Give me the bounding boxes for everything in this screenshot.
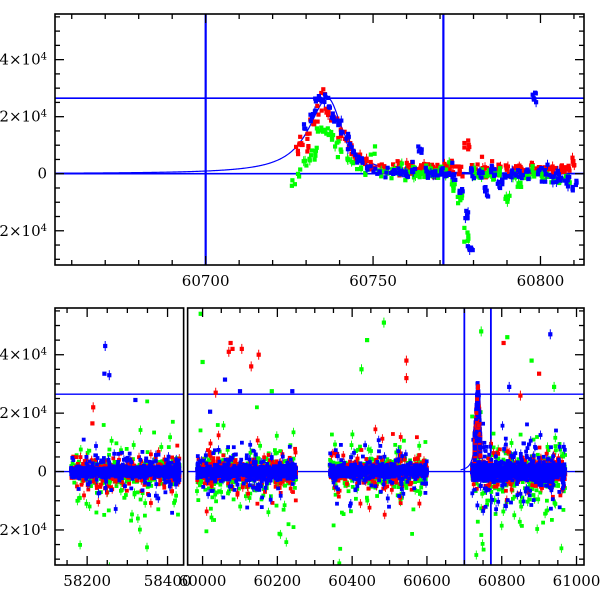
axis-tick-label: 60700 xyxy=(182,272,230,290)
top-panel: 60700 60750 60800 -2×104 0 2×104 4×104 xyxy=(0,13,585,290)
bottom-panel: 58200 58400 60000 60200 60400 60600 60800 61000… xyxy=(0,300,600,600)
axis-tick-label: -2×104 xyxy=(0,521,47,539)
axis-tick-label: 2×104 xyxy=(0,108,47,126)
model-curve xyxy=(55,97,584,174)
axis-tick-label: 61000 xyxy=(553,572,600,590)
axis-tick-label: 0 xyxy=(37,165,47,183)
axis-tick-label: 4×104 xyxy=(0,51,47,69)
axis-tick-label: 60200 xyxy=(254,572,302,590)
cluster-season-2018 xyxy=(69,399,182,565)
axis-tick-label: 58400 xyxy=(144,572,192,590)
cluster-season-2023b xyxy=(327,424,429,565)
series-green-band xyxy=(289,125,572,244)
axis-tick-label: 60750 xyxy=(349,272,397,290)
cluster-season-2024 xyxy=(470,410,568,560)
axis-tick-label: -2×104 xyxy=(0,222,47,240)
axis-tick-label: 60000 xyxy=(179,572,227,590)
axis-tick-label: 58200 xyxy=(63,572,111,590)
axis-tick-label: 4×104 xyxy=(0,346,47,364)
axis-tick-label: 60800 xyxy=(517,272,565,290)
cluster-season-2023a xyxy=(195,405,298,547)
bottom-panel-frame-1 xyxy=(186,307,585,566)
cluster-flare-event xyxy=(472,381,483,464)
bottom-segment-1 xyxy=(187,308,584,565)
bottom-segment-0 xyxy=(55,393,184,565)
series-blue-band xyxy=(301,90,579,255)
outlier-points xyxy=(90,311,557,426)
axis-tick-label: 0 xyxy=(37,463,47,481)
axis-tick-label: 60400 xyxy=(328,572,376,590)
bottom-panel-frame-0 xyxy=(54,307,185,566)
top-panel-plot-area xyxy=(55,14,584,265)
top-panel-canvas: 60700 60750 60800 -2×104 0 2×104 4×104 xyxy=(0,13,585,290)
axis-tick-label: 2×104 xyxy=(0,404,47,422)
top-panel-frame xyxy=(54,13,585,266)
axis-tick-label: 60600 xyxy=(403,572,451,590)
axis-tick-label: 60800 xyxy=(478,572,526,590)
